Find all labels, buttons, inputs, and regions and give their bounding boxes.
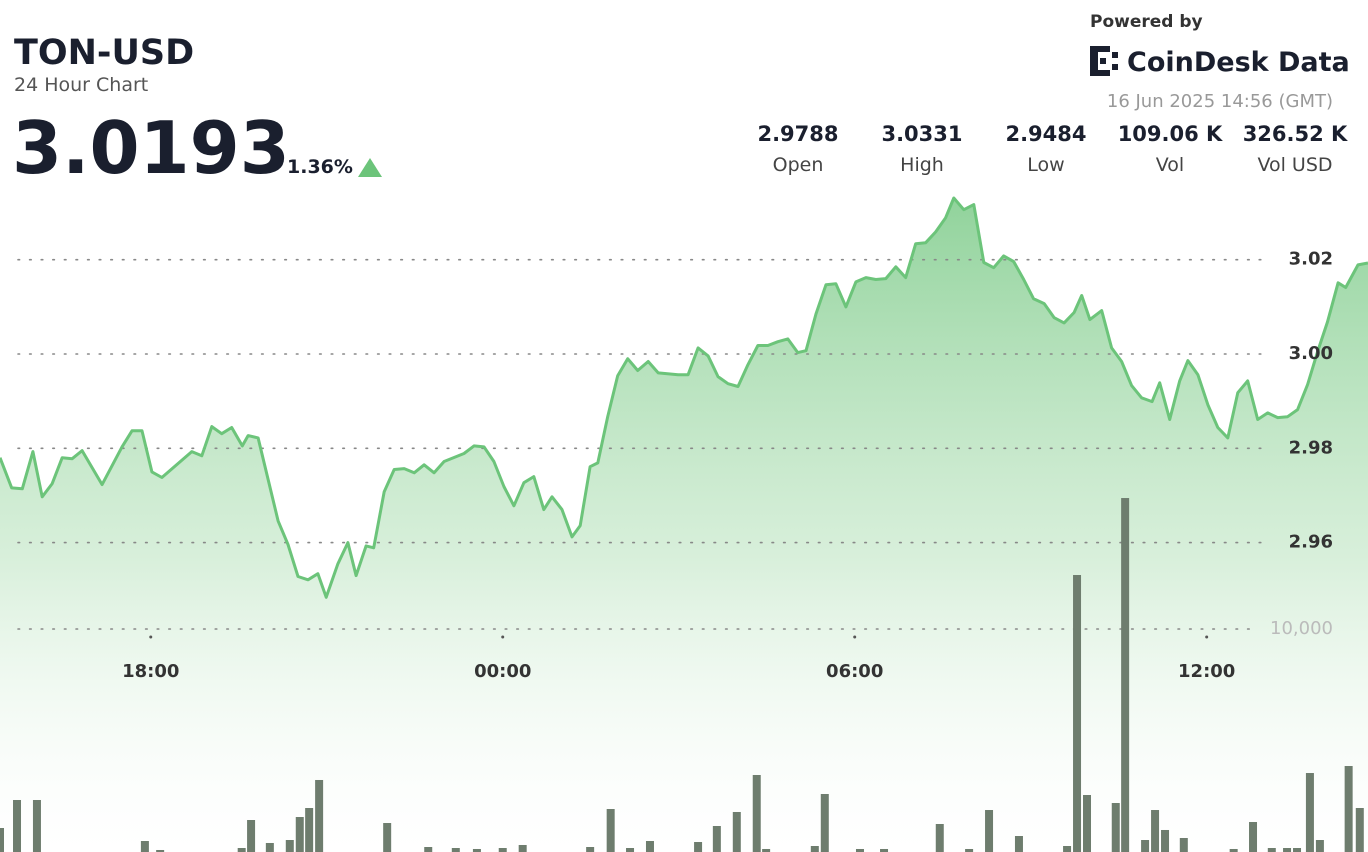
volume-bar bbox=[315, 779, 324, 852]
stat-value: 326.52 K bbox=[1243, 122, 1348, 146]
volume-bar bbox=[712, 825, 721, 852]
volume-bar bbox=[305, 808, 314, 852]
y-tick-label: 3.02 bbox=[1289, 249, 1333, 270]
symbol: TON-USD bbox=[14, 33, 194, 73]
stat-label: High bbox=[900, 154, 944, 176]
volume-bar bbox=[985, 810, 994, 852]
volume-bar bbox=[626, 848, 635, 852]
volume-bar bbox=[498, 848, 507, 852]
stat-label: Vol USD bbox=[1257, 154, 1332, 176]
x-tick-label: 12:00 bbox=[1178, 661, 1235, 682]
volume-bar bbox=[1111, 803, 1120, 852]
volume-bar bbox=[1073, 575, 1082, 852]
volume-bar bbox=[1083, 795, 1092, 852]
volume-bar bbox=[1283, 848, 1292, 852]
volume-bar bbox=[694, 842, 703, 852]
volume-bar bbox=[237, 848, 246, 852]
volume-bar bbox=[935, 823, 944, 852]
price-area bbox=[0, 198, 1368, 852]
volume-bar bbox=[13, 799, 22, 852]
up-arrow bbox=[358, 158, 382, 177]
volume-bar bbox=[32, 799, 41, 852]
volume-bar bbox=[247, 819, 256, 852]
volume-bar bbox=[1161, 829, 1170, 852]
subtitle: 24 Hour Chart bbox=[14, 74, 148, 96]
volume-bar bbox=[1249, 822, 1258, 852]
change: 1.36% bbox=[287, 156, 353, 178]
x-tick-label: 00:00 bbox=[474, 661, 531, 682]
volume-bar bbox=[1355, 808, 1364, 852]
volume-bar bbox=[0, 828, 4, 852]
volume-bar bbox=[1267, 848, 1276, 852]
volume-bar bbox=[1063, 846, 1072, 852]
x-tick-label: 06:00 bbox=[826, 661, 883, 682]
volume-bar bbox=[645, 841, 654, 852]
volume-bar bbox=[424, 847, 433, 852]
plot: 3.02 3.00 2.98 2.96 10,000 18:00 00:00 06:00 12:… bbox=[0, 196, 1368, 852]
volume-bar bbox=[383, 823, 392, 852]
logo-icon bbox=[1090, 46, 1118, 76]
x-tick-mark bbox=[1205, 635, 1209, 639]
y-tick-label: 3.00 bbox=[1289, 343, 1333, 364]
stat-label: Low bbox=[1027, 154, 1064, 176]
volume-bar bbox=[732, 811, 741, 852]
volume-bar bbox=[752, 774, 761, 852]
volume-bar bbox=[762, 848, 771, 852]
volume-bar bbox=[285, 840, 294, 852]
volume-bar bbox=[1121, 498, 1130, 852]
volume-bar bbox=[606, 809, 615, 852]
powered-by: Powered by bbox=[1090, 12, 1203, 32]
volume-bar bbox=[140, 841, 149, 852]
stats: 2.9788 Open 3.0331 High 2.9484 Low 109.06 K Vol… bbox=[757, 122, 1348, 176]
stat-value: 2.9788 bbox=[757, 122, 838, 146]
stat-label: Vol bbox=[1156, 154, 1184, 176]
stat-value: 3.0331 bbox=[881, 122, 962, 146]
volume-bar bbox=[586, 847, 595, 852]
volume-bar bbox=[1141, 840, 1150, 852]
volume-bar bbox=[156, 849, 165, 852]
volume-bar bbox=[265, 842, 274, 852]
volume-bar bbox=[472, 848, 481, 852]
stat-value: 109.06 K bbox=[1118, 122, 1223, 146]
x-tick-mark bbox=[149, 635, 153, 639]
volume-bar bbox=[1305, 773, 1314, 852]
y-tick-label: 2.96 bbox=[1289, 532, 1333, 553]
stat-label: Open bbox=[773, 154, 824, 176]
price: 3.0193 bbox=[12, 106, 290, 190]
volume-bar bbox=[820, 793, 829, 852]
volume-bar bbox=[1293, 848, 1302, 852]
x-tick-label: 18:00 bbox=[122, 661, 179, 682]
volume-bar bbox=[451, 848, 460, 852]
x-tick-mark bbox=[853, 635, 857, 639]
volume-bar bbox=[855, 848, 864, 852]
x-tick-mark bbox=[501, 635, 505, 639]
volume-bar bbox=[518, 844, 527, 852]
logo-text: CoinDesk Data bbox=[1127, 47, 1350, 78]
price-line bbox=[0, 196, 1368, 599]
volume-bar bbox=[1315, 840, 1324, 852]
volume-bar bbox=[295, 817, 304, 852]
timestamp: 16 Jun 2025 14:56 (GMT) bbox=[1107, 91, 1333, 112]
volume-bar bbox=[1229, 848, 1238, 852]
volume-bar bbox=[1344, 766, 1353, 852]
stat-value: 2.9484 bbox=[1005, 122, 1086, 146]
volume-bar bbox=[1014, 836, 1023, 852]
volume-bar bbox=[810, 846, 819, 852]
volume-bar bbox=[1151, 810, 1160, 852]
y-tick-label: 2.98 bbox=[1289, 437, 1333, 458]
volume-tick-label: 10,000 bbox=[1270, 618, 1333, 639]
volume-bar bbox=[1179, 837, 1188, 852]
volume-bar bbox=[965, 848, 974, 852]
volume-bar bbox=[880, 848, 889, 852]
